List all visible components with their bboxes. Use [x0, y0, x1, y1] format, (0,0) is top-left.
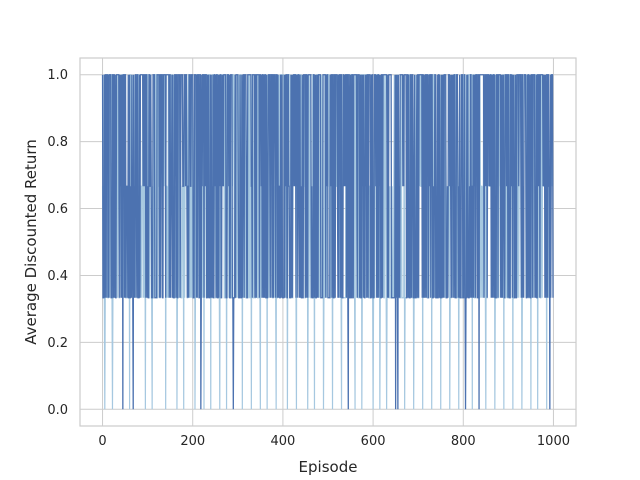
y-tick-label: 1.0 — [47, 68, 68, 83]
series-group — [101, 74, 554, 410]
y-tick-label: 0.4 — [47, 269, 68, 284]
y-tick-labels: 0.0 0.2 0.4 0.6 0.8 1.0 — [47, 68, 68, 418]
y-tick-label: 0.6 — [47, 202, 68, 217]
x-tick-label: 0 — [98, 434, 106, 449]
x-axis-label: Episode — [299, 458, 358, 476]
x-tick-label: 200 — [180, 434, 205, 449]
y-tick-label: 0.0 — [47, 403, 68, 418]
x-tick-label: 400 — [270, 434, 295, 449]
y-tick-label: 0.2 — [47, 336, 68, 351]
series-dark-line — [101, 74, 554, 410]
x-tick-labels: 0 200 400 600 800 1000 — [98, 434, 570, 449]
y-axis-label: Average Discounted Return — [22, 139, 40, 345]
x-tick-label: 800 — [451, 434, 476, 449]
y-tick-label: 0.8 — [47, 135, 68, 150]
x-tick-label: 600 — [361, 434, 386, 449]
x-tick-label: 1000 — [537, 434, 570, 449]
plot-frame — [79, 57, 577, 427]
